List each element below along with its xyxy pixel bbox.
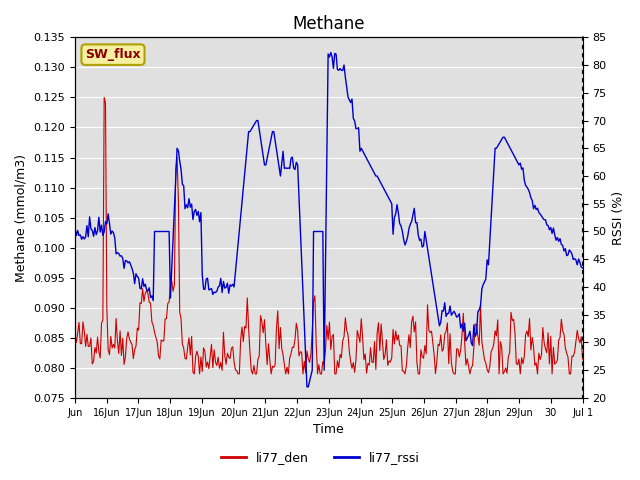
Y-axis label: RSSI (%): RSSI (%) <box>612 191 625 245</box>
Text: SW_flux: SW_flux <box>85 48 141 61</box>
X-axis label: Time: Time <box>314 423 344 436</box>
Legend: li77_den, li77_rssi: li77_den, li77_rssi <box>216 446 424 469</box>
Title: Methane: Methane <box>292 15 365 33</box>
Y-axis label: Methane (mmol/m3): Methane (mmol/m3) <box>15 154 28 282</box>
